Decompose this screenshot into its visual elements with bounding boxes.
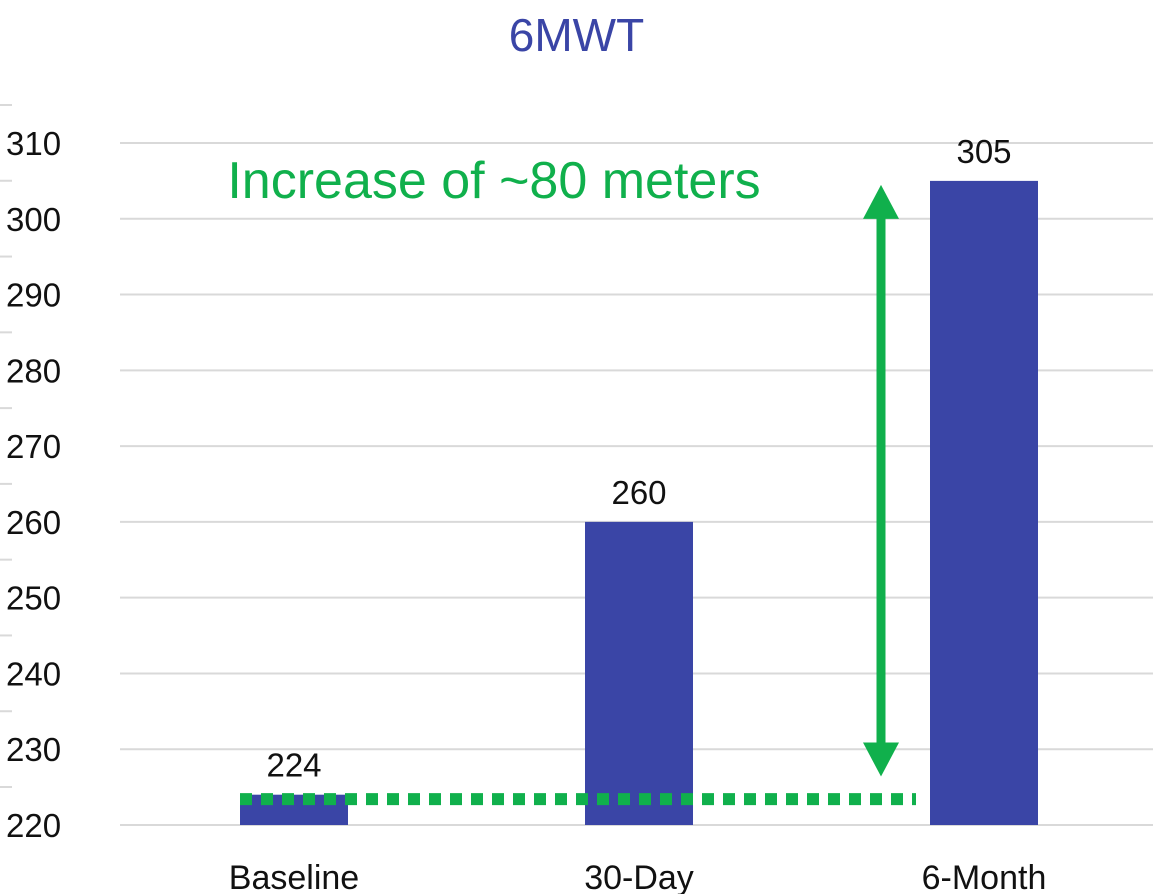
y-tick-label: 220 — [6, 807, 61, 844]
y-axis-ticks: 220 230 240 250 260 270 280 290 300 310 — [6, 125, 61, 844]
bars — [240, 180, 1038, 825]
arrowhead-up — [863, 184, 899, 219]
data-label: 224 — [266, 747, 321, 784]
data-labels: 224 260 305 — [266, 133, 1011, 784]
annotation: Increase of ~80 meters — [227, 152, 916, 806]
y-tick-label: 300 — [6, 201, 61, 238]
y-tick-label: 290 — [6, 277, 61, 314]
x-tick-label: 30-Day — [584, 859, 694, 894]
y-tick-label: 280 — [6, 352, 61, 389]
annotation-text: Increase of ~80 meters — [227, 152, 760, 210]
x-tick-label: Baseline — [229, 859, 359, 894]
data-label: 260 — [611, 474, 666, 511]
y-tick-label: 310 — [6, 125, 61, 162]
y-tick-label: 230 — [6, 731, 61, 768]
y-tick-label: 240 — [6, 655, 61, 692]
bar — [930, 180, 1038, 825]
y-tick-label: 250 — [6, 580, 61, 617]
y-tick-label: 260 — [6, 504, 61, 541]
y-tick-label: 270 — [6, 428, 61, 465]
bar — [585, 521, 693, 825]
arrowhead-down — [863, 742, 899, 777]
x-tick-label: 6-Month — [922, 859, 1047, 894]
data-label: 305 — [956, 133, 1011, 170]
x-axis-ticks: Baseline 30-Day 6-Month — [229, 859, 1047, 894]
chart-title: 6MWT — [508, 9, 645, 61]
